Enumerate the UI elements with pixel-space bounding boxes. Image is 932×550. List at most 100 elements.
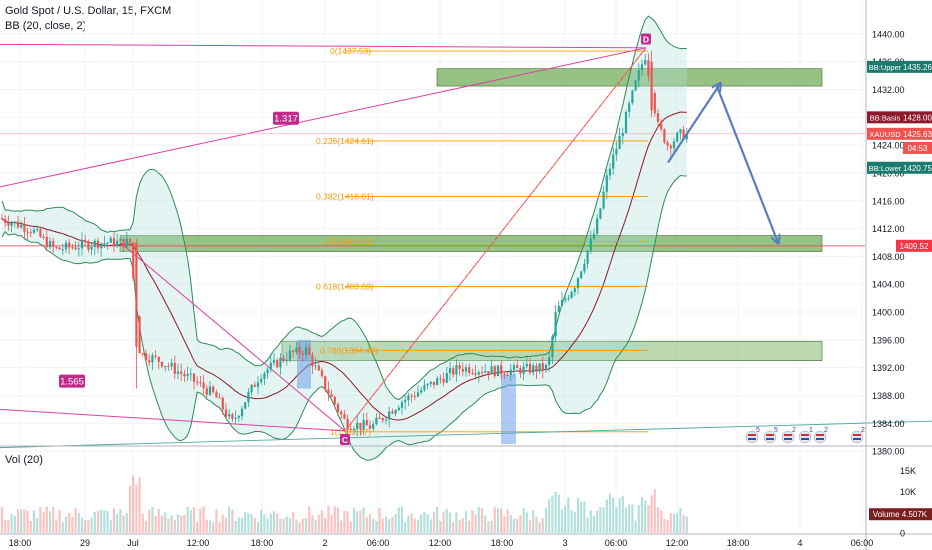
candle-body	[381, 418, 384, 421]
candle	[352, 426, 356, 434]
symbol-title-text: Gold Spot / U.S. Dollar, 15, FXCM	[5, 5, 172, 17]
economic-event-icon[interactable]: 2	[781, 427, 796, 444]
economic-event-icon[interactable]: 1	[798, 427, 813, 444]
volume-bar	[532, 510, 535, 533]
economic-event-icon[interactable]: 2	[813, 427, 828, 444]
candle-body	[231, 414, 234, 419]
candle-body	[410, 395, 413, 397]
candle	[551, 333, 554, 364]
candle-body	[464, 367, 468, 372]
volume-bar	[583, 501, 586, 533]
candle-body	[471, 373, 474, 375]
candle-body	[669, 145, 672, 149]
volume-tick-label: 10K	[900, 487, 916, 497]
economic-event-icon[interactable]: 5	[745, 427, 760, 444]
economic-event-icon[interactable]: 5	[763, 427, 778, 444]
volume-bar	[48, 511, 52, 533]
volume-bar	[461, 518, 464, 533]
candle	[327, 381, 330, 401]
volume-bar	[154, 515, 157, 533]
candle	[87, 239, 90, 253]
volume-bar	[682, 514, 685, 533]
volume-bar	[176, 514, 180, 533]
volume-bar	[471, 510, 474, 533]
price-scale-tag[interactable]: BB:Upper 1435.26	[867, 60, 932, 73]
volume-bar	[218, 522, 221, 533]
candle-body	[356, 422, 359, 429]
point-c-label[interactable]: C	[340, 433, 350, 445]
volume-bar	[330, 514, 333, 533]
candle-body	[432, 381, 436, 386]
volume-bar	[128, 486, 132, 533]
candle-body	[647, 60, 650, 76]
volume-bar	[228, 506, 231, 533]
candle	[4, 215, 7, 228]
volume-bar	[7, 519, 10, 533]
price-scale-tag[interactable]: BB:Lower 1420.75	[867, 161, 932, 174]
candle	[672, 138, 676, 154]
candle-body	[311, 355, 314, 367]
candle	[544, 363, 548, 373]
volume-legend[interactable]: Vol (20)	[5, 454, 43, 466]
candle-body	[333, 396, 336, 405]
price-scale-tag[interactable]: 04:53	[903, 141, 932, 154]
price-scale-tag[interactable]: BB:Basis 1428.00	[867, 111, 932, 124]
candle	[42, 233, 45, 240]
volume-scale-tag[interactable]: Volume 4.507K	[869, 508, 932, 521]
candle-body	[474, 373, 477, 375]
bb-legend[interactable]: BB (20, close, 2)	[5, 20, 86, 32]
candle	[532, 362, 535, 376]
candle-body	[372, 424, 375, 429]
candle-body	[68, 242, 71, 248]
candle-body	[39, 229, 42, 237]
candle	[404, 395, 407, 410]
candle-body	[544, 364, 548, 371]
volume-bar	[292, 512, 295, 533]
volume-bar	[528, 520, 532, 533]
volume-bar	[260, 509, 263, 533]
candle-body	[224, 409, 228, 417]
candle-body	[621, 132, 624, 137]
ratio-label-b[interactable]: 1.565	[59, 374, 85, 388]
volume-bar	[372, 518, 375, 533]
ratio-label-a[interactable]: 1.317	[273, 111, 299, 125]
ratio-label-b-text: 1.565	[60, 377, 84, 388]
volume-bar	[490, 520, 493, 533]
price-scale-tag[interactable]: XAUUSD 1425.63	[867, 127, 932, 140]
candle	[84, 234, 87, 247]
candle	[512, 362, 516, 378]
ratio-label-a-bg	[273, 111, 299, 125]
economic-event-icon[interactable]: 2	[850, 427, 865, 444]
point-d-label[interactable]: D	[641, 33, 651, 45]
candle	[106, 241, 109, 250]
flag-icon-stripe	[748, 438, 756, 440]
candle-body	[167, 365, 170, 367]
candle	[202, 375, 205, 395]
candle-body	[548, 357, 551, 365]
ratio-label-a-text: 1.317	[274, 114, 298, 125]
volume-bar	[167, 518, 170, 533]
volume-bar	[596, 510, 599, 533]
candle	[637, 63, 640, 88]
candle	[128, 238, 132, 245]
volume-bar	[212, 522, 215, 533]
volume-bar	[426, 513, 429, 533]
candle-body	[148, 360, 151, 363]
candle-body	[125, 238, 128, 248]
candle-body	[199, 382, 202, 384]
candle	[112, 232, 116, 253]
event-count: 5	[774, 427, 778, 434]
candle	[173, 355, 176, 380]
candle	[13, 220, 16, 228]
candle	[436, 375, 439, 386]
candle	[269, 354, 272, 373]
candle	[292, 349, 295, 359]
candle	[192, 372, 196, 390]
volume-bar	[16, 509, 20, 533]
projection-arrow-down	[714, 83, 778, 243]
price-scale-tag[interactable]: 1409.52	[896, 239, 932, 252]
candle-body	[29, 231, 32, 233]
candle	[52, 237, 55, 254]
overlays: 1.317 1.565 C D 5 5 2 1 2 2	[59, 33, 865, 445]
